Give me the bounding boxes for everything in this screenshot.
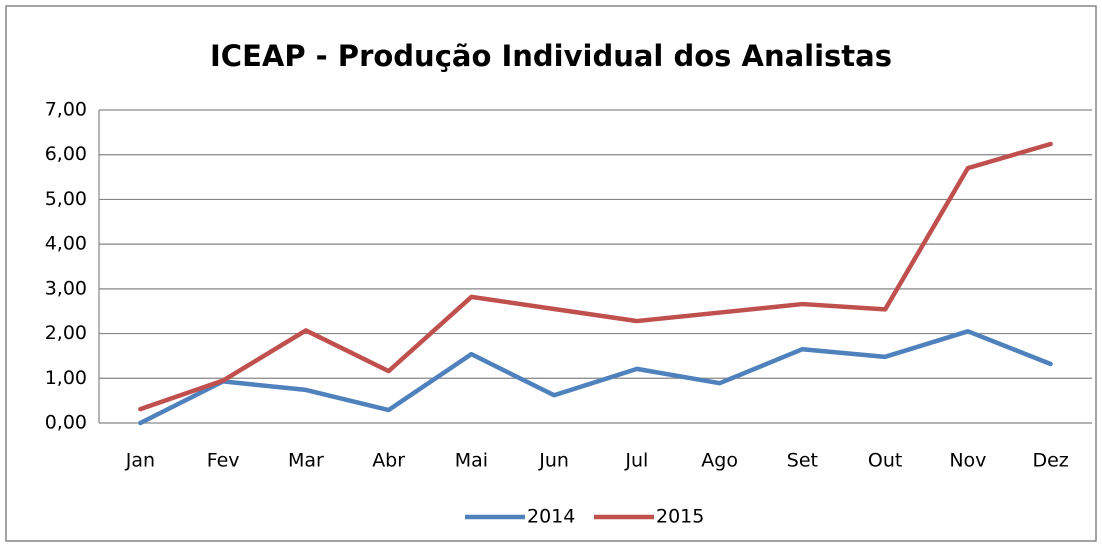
legend-label: 2014: [527, 506, 575, 528]
y-tick-label: 3,00: [45, 277, 87, 299]
y-tick-label: 4,00: [45, 233, 87, 255]
x-tick-label: Dez: [1032, 450, 1068, 472]
y-tick-label: 0,00: [45, 412, 87, 434]
line-series: [138, 141, 1053, 412]
x-tick-label: Set: [787, 450, 818, 472]
x-tick-label: Mai: [455, 450, 488, 472]
y-tick-label: 2,00: [45, 322, 87, 344]
y-tick-label: 1,00: [45, 367, 87, 389]
x-tick-label: Abr: [372, 450, 405, 472]
x-tick-label: Out: [868, 450, 902, 472]
y-tick-label: 6,00: [45, 143, 87, 165]
x-tick-label: Ago: [701, 450, 738, 472]
chart-border: [5, 5, 1097, 542]
x-tick-label: Mar: [288, 450, 324, 472]
x-tick-label: Jun: [538, 450, 569, 472]
x-tick-label: Jan: [125, 450, 155, 472]
legend-label: 2015: [656, 506, 704, 528]
x-tick-label: Jul: [624, 450, 648, 472]
y-tick-label: 5,00: [45, 188, 87, 210]
x-tick-label: Nov: [949, 450, 986, 472]
x-tick-label: Fev: [207, 450, 240, 472]
y-tick-label: 7,00: [45, 99, 87, 121]
chart-title: ICEAP - Produção Individual dos Analista…: [210, 39, 892, 73]
line-series: [138, 329, 1053, 426]
